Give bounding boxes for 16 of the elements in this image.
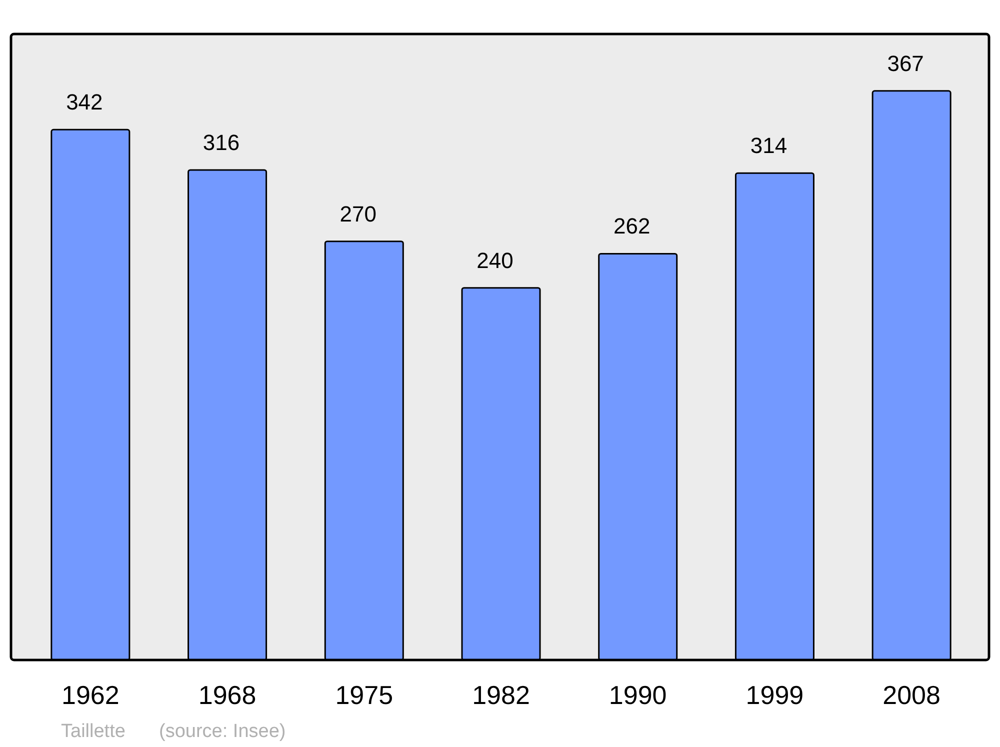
x-tick-label: 1968 [198, 680, 256, 710]
x-tick-label: 2008 [882, 680, 940, 710]
x-tick-label: 1982 [472, 680, 530, 710]
data-label: 342 [66, 90, 103, 115]
data-label: 314 [750, 133, 788, 158]
data-label: 316 [202, 130, 240, 155]
data-label: 367 [887, 50, 924, 76]
x-tick-label: 1990 [608, 680, 667, 710]
data-label: 240 [476, 248, 514, 273]
data-label: 262 [614, 214, 650, 239]
x-tick-label: 1975 [335, 680, 394, 710]
text: Taillette [61, 721, 126, 742]
text: (source: Insee) [159, 721, 286, 742]
x-tick-label: 1999 [746, 680, 804, 710]
data-label: 270 [340, 201, 376, 226]
x-tick-label: 1962 [62, 680, 120, 710]
